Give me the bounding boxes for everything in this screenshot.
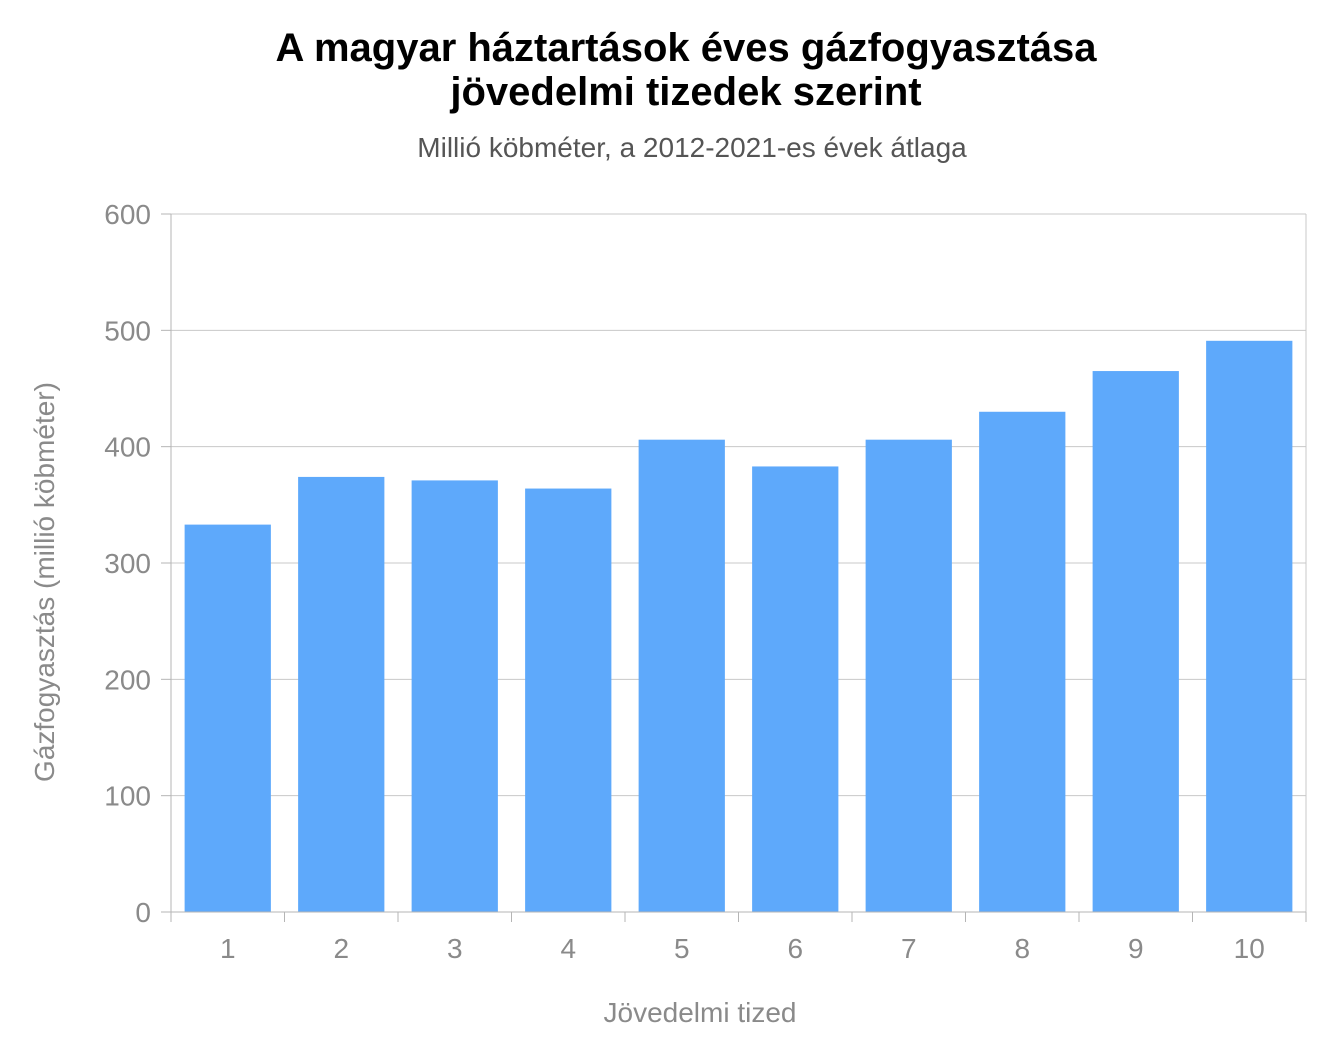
chart-subtitle: Millió köbméter, a 2012-2021-es évek átl…	[417, 132, 967, 163]
y-tick-label: 200	[104, 664, 151, 695]
x-tick-label: 8	[1014, 933, 1030, 964]
chart-title: A magyar háztartások éves gázfogyasztása…	[0, 26, 1334, 114]
y-tick-labels: 0 100 200 300 400 500 600	[104, 199, 151, 928]
bar	[865, 439, 952, 912]
chart-title-line2: jövedelmi tizedek szerint	[450, 70, 922, 114]
bar	[525, 488, 612, 912]
x-tick-label: 7	[901, 933, 917, 964]
y-tick-label: 100	[104, 781, 151, 812]
x-tick-label: 9	[1128, 933, 1144, 964]
y-tick-label: 300	[104, 548, 151, 579]
bar	[1092, 371, 1179, 912]
bar	[298, 476, 385, 912]
x-tick-label: 5	[674, 933, 690, 964]
bar	[638, 439, 725, 912]
bar	[1206, 340, 1293, 912]
x-axis-label: Jövedelmi tized	[604, 997, 797, 1028]
y-tick-label: 500	[104, 315, 151, 346]
x-tick-label: 3	[447, 933, 463, 964]
y-tick-label: 400	[104, 432, 151, 463]
y-axis-label: Gázfogyasztás (millió köbméter)	[29, 382, 60, 782]
axes	[161, 213, 1307, 922]
x-tick-label: 2	[333, 933, 349, 964]
y-tick-label: 600	[104, 199, 151, 230]
x-tick-labels: 1 2 3 4 5 6 7 8 9 10	[220, 933, 1265, 964]
y-tick-label: 0	[135, 897, 151, 928]
bars	[184, 340, 1293, 912]
bar	[979, 411, 1066, 912]
bar	[752, 466, 839, 912]
x-tick-label: 1	[220, 933, 236, 964]
x-tick-label: 4	[560, 933, 576, 964]
bar	[411, 480, 498, 912]
x-tick-label: 10	[1234, 933, 1265, 964]
chart-title-line1: A magyar háztartások éves gázfogyasztása	[275, 26, 1097, 70]
x-tick-label: 6	[787, 933, 803, 964]
bar	[184, 524, 271, 912]
